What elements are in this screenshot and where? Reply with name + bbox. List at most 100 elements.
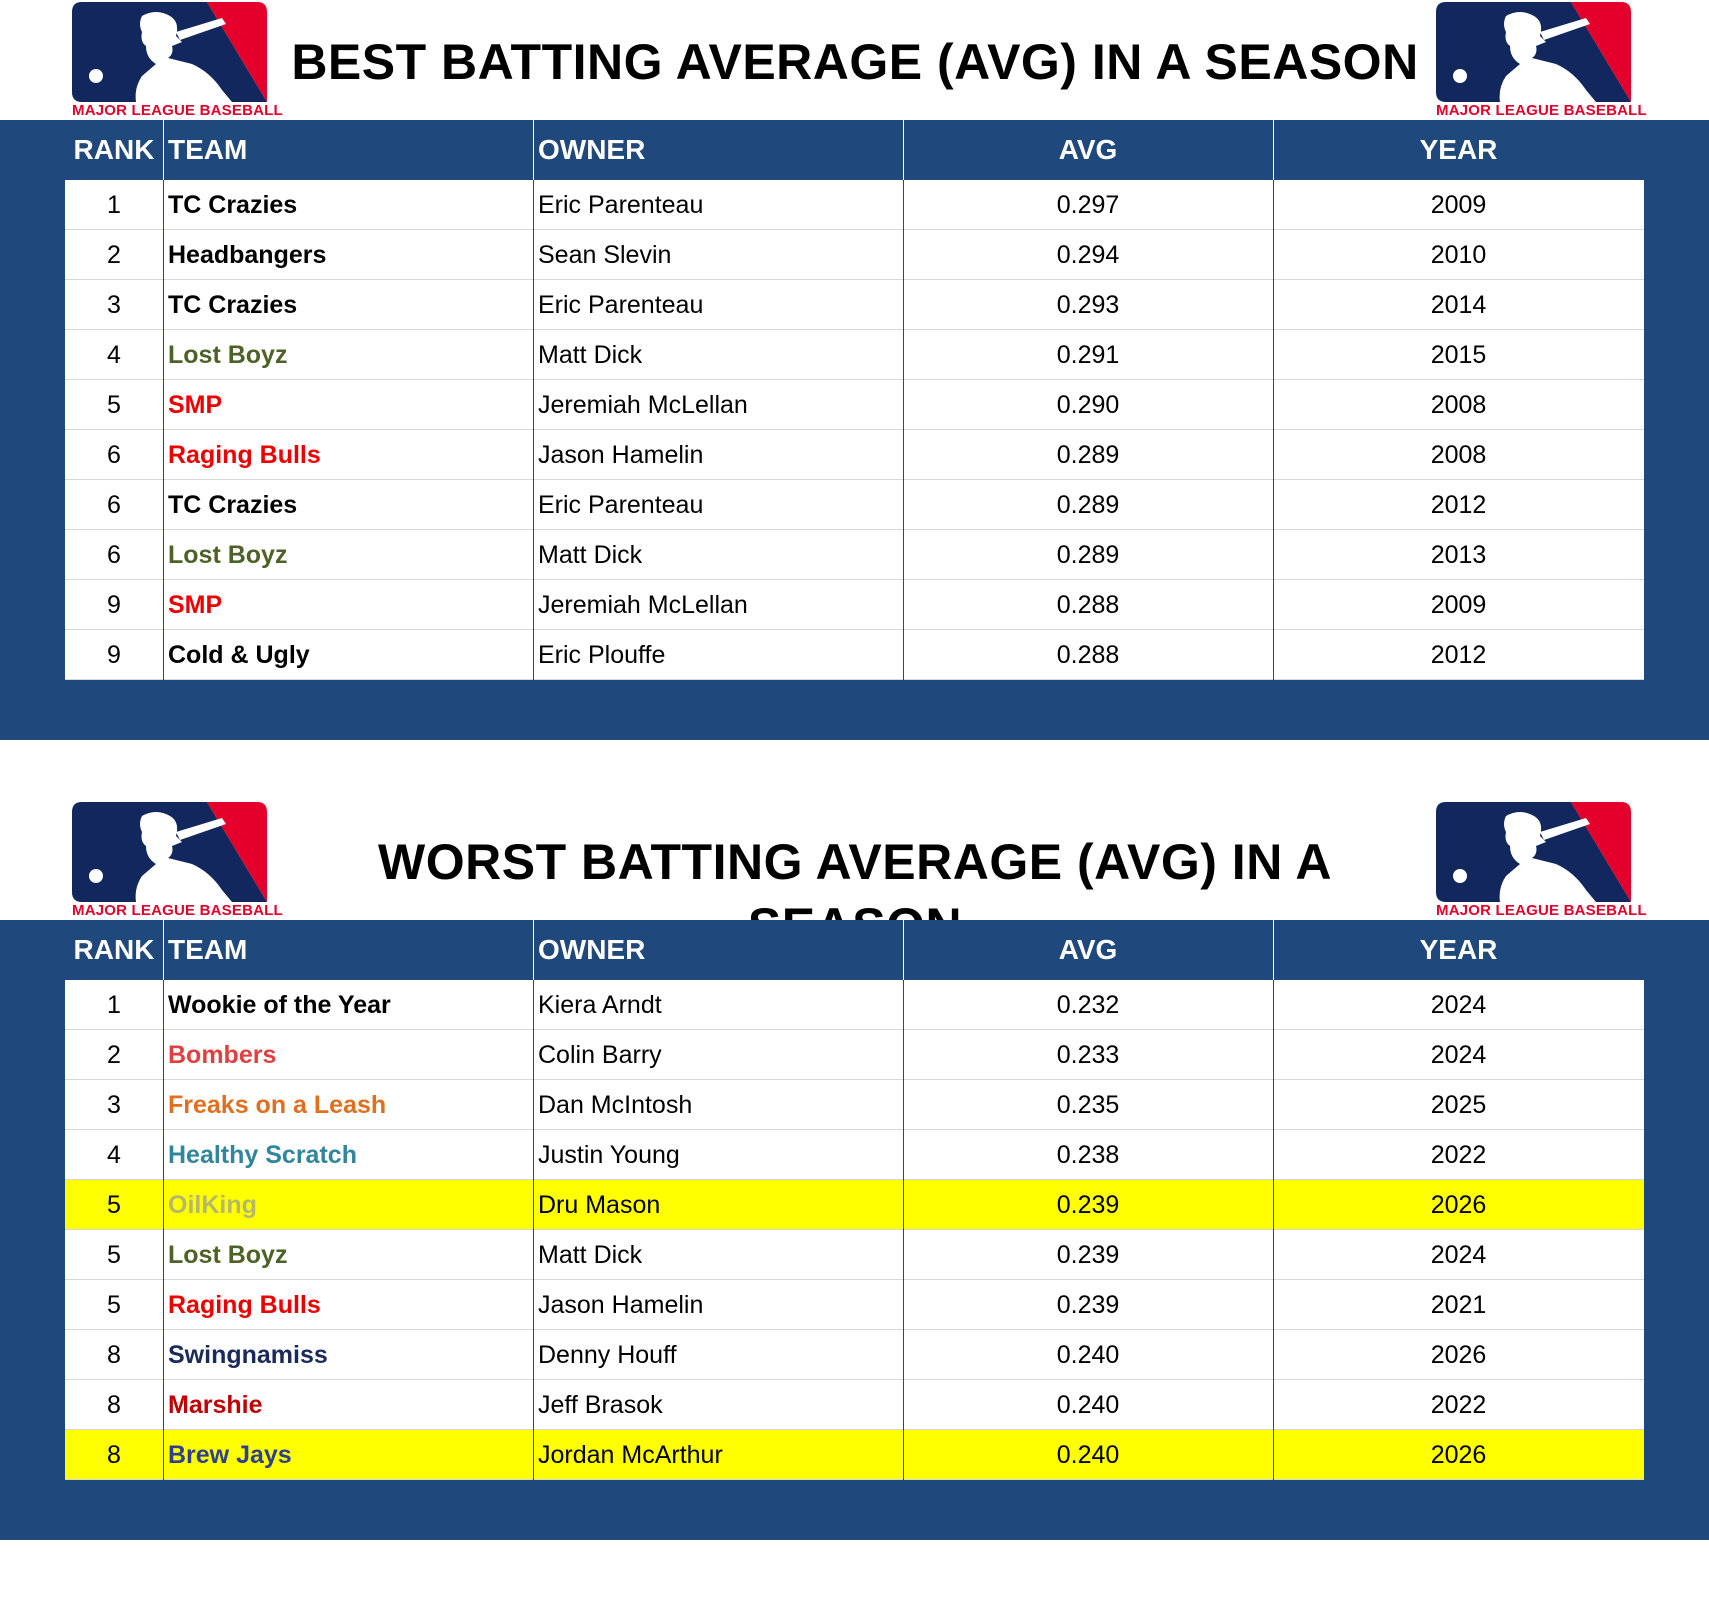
best-section: MAJOR LEAGUE BASEBALL BEST BATTING AVERA… bbox=[0, 0, 1709, 740]
column-header-rank: RANK bbox=[73, 134, 155, 165]
mlb-logo-icon bbox=[72, 802, 267, 902]
rank-cell: 2 bbox=[107, 241, 121, 269]
year-cell: 2014 bbox=[1430, 291, 1487, 319]
rank-cell: 2 bbox=[107, 1041, 121, 1069]
column-divider bbox=[533, 180, 534, 680]
year-cell: 2021 bbox=[1430, 1291, 1487, 1319]
rank-cell: 9 bbox=[107, 641, 121, 669]
mlb-logo-icon bbox=[72, 2, 267, 102]
avg-cell: 0.240 bbox=[1056, 1441, 1120, 1469]
rank-cell: 8 bbox=[107, 1441, 121, 1469]
rank-cell: 5 bbox=[107, 1241, 121, 1269]
table-row: 9 Cold & Ugly Eric Plouffe 0.288 2012 bbox=[65, 630, 1644, 680]
mlb-logo-left: MAJOR LEAGUE BASEBALL bbox=[72, 802, 283, 920]
table-row: 8 Swingnamiss Denny Houff 0.240 2026 bbox=[65, 1330, 1644, 1380]
mlb-logo-right: MAJOR LEAGUE BASEBALL bbox=[1436, 802, 1647, 920]
mlb-brand-text: MAJOR LEAGUE BASEBALL bbox=[72, 102, 283, 119]
team-cell: Lost Boyz bbox=[168, 541, 288, 569]
owner-cell: Jeremiah McLellan bbox=[538, 591, 748, 619]
column-divider bbox=[163, 180, 164, 680]
year-cell: 2024 bbox=[1430, 1041, 1487, 1069]
rank-cell: 8 bbox=[107, 1391, 121, 1419]
table-row: 2 Headbangers Sean Slevin 0.294 2010 bbox=[65, 230, 1644, 280]
team-cell: Lost Boyz bbox=[168, 1241, 288, 1269]
year-cell: 2024 bbox=[1430, 1241, 1487, 1269]
owner-cell: Eric Parenteau bbox=[538, 491, 704, 519]
column-divider bbox=[903, 980, 904, 1480]
table-header-row: RANK TEAM OWNER AVG YEAR bbox=[65, 120, 1644, 180]
column-divider bbox=[1273, 920, 1274, 980]
team-cell: Raging Bulls bbox=[168, 1291, 321, 1319]
column-header-owner: OWNER bbox=[538, 934, 646, 965]
year-cell: 2008 bbox=[1430, 441, 1487, 469]
owner-cell: Matt Dick bbox=[538, 541, 643, 569]
team-cell: Healthy Scratch bbox=[168, 1141, 357, 1169]
column-divider bbox=[163, 920, 164, 980]
best-header: MAJOR LEAGUE BASEBALL BEST BATTING AVERA… bbox=[0, 0, 1709, 120]
mlb-logo-left: MAJOR LEAGUE BASEBALL bbox=[72, 2, 283, 120]
owner-cell: Denny Houff bbox=[538, 1341, 677, 1369]
table-row: 3 Freaks on a Leash Dan McIntosh 0.235 2025 bbox=[65, 1080, 1644, 1130]
avg-cell: 0.240 bbox=[1056, 1341, 1120, 1369]
team-cell: TC Crazies bbox=[168, 491, 298, 519]
worst-table: RANK TEAM OWNER AVG YEAR 1 Wookie of the … bbox=[0, 920, 1709, 1540]
team-cell: Freaks on a Leash bbox=[168, 1091, 387, 1119]
avg-cell: 0.293 bbox=[1056, 291, 1120, 319]
mlb-logo-icon bbox=[1436, 2, 1631, 102]
page-title: BEST BATTING AVERAGE (AVG) IN A SEASON bbox=[291, 34, 1419, 90]
avg-cell: 0.289 bbox=[1056, 491, 1120, 519]
column-divider bbox=[903, 180, 904, 680]
avg-cell: 0.294 bbox=[1056, 241, 1120, 269]
avg-cell: 0.291 bbox=[1056, 341, 1120, 369]
table-row: 1 TC Crazies Eric Parenteau 0.297 2009 bbox=[65, 180, 1644, 230]
mlb-brand-text: MAJOR LEAGUE BASEBALL bbox=[1436, 102, 1647, 119]
table-row: 4 Lost Boyz Matt Dick 0.291 2015 bbox=[65, 330, 1644, 380]
table-row: 8 Brew Jays Jordan McArthur 0.240 2026 bbox=[65, 1430, 1644, 1480]
team-cell: TC Crazies bbox=[168, 291, 298, 319]
rank-cell: 6 bbox=[107, 491, 121, 519]
owner-cell: Eric Parenteau bbox=[538, 291, 704, 319]
worst-header: MAJOR LEAGUE BASEBALL WORST BATTING AVER… bbox=[0, 800, 1709, 954]
table-row: 6 Raging Bulls Jason Hamelin 0.289 2008 bbox=[65, 430, 1644, 480]
year-cell: 2026 bbox=[1430, 1441, 1487, 1469]
rank-cell: 5 bbox=[107, 1291, 121, 1319]
team-cell: Headbangers bbox=[168, 241, 327, 269]
year-cell: 2026 bbox=[1430, 1191, 1487, 1219]
year-cell: 2025 bbox=[1430, 1091, 1487, 1119]
avg-cell: 0.240 bbox=[1056, 1391, 1120, 1419]
owner-cell: Kiera Arndt bbox=[538, 991, 662, 1019]
team-cell: Raging Bulls bbox=[168, 441, 321, 469]
table-row: 9 SMP Jeremiah McLellan 0.288 2009 bbox=[65, 580, 1644, 630]
page-title: WORST BATTING AVERAGE (AVG) IN A SEASON bbox=[378, 834, 1332, 954]
year-cell: 2022 bbox=[1430, 1391, 1487, 1419]
owner-cell: Colin Barry bbox=[538, 1041, 662, 1069]
year-cell: 2022 bbox=[1430, 1141, 1487, 1169]
team-cell: Swingnamiss bbox=[168, 1341, 328, 1369]
team-cell: Cold & Ugly bbox=[168, 641, 310, 669]
team-cell: Marshie bbox=[168, 1391, 263, 1419]
table-row: 5 Raging Bulls Jason Hamelin 0.239 2021 bbox=[65, 1280, 1644, 1330]
year-cell: 2008 bbox=[1430, 391, 1487, 419]
owner-cell: Matt Dick bbox=[538, 341, 643, 369]
table-row: 8 Marshie Jeff Brasok 0.240 2022 bbox=[65, 1380, 1644, 1430]
rank-cell: 5 bbox=[107, 391, 121, 419]
column-header-team: TEAM bbox=[168, 134, 248, 165]
team-cell: Brew Jays bbox=[168, 1441, 292, 1469]
avg-cell: 0.290 bbox=[1056, 391, 1120, 419]
team-cell: SMP bbox=[168, 391, 223, 419]
avg-cell: 0.239 bbox=[1056, 1291, 1120, 1319]
column-divider bbox=[163, 120, 164, 180]
team-cell: Bombers bbox=[168, 1041, 277, 1069]
table-row: 3 TC Crazies Eric Parenteau 0.293 2014 bbox=[65, 280, 1644, 330]
worst-section: MAJOR LEAGUE BASEBALL WORST BATTING AVER… bbox=[0, 800, 1709, 1600]
column-header-team: TEAM bbox=[168, 934, 248, 965]
year-cell: 2012 bbox=[1430, 491, 1487, 519]
owner-cell: Dan McIntosh bbox=[538, 1091, 693, 1119]
avg-cell: 0.288 bbox=[1056, 641, 1120, 669]
column-header-owner: OWNER bbox=[538, 134, 646, 165]
rank-cell: 1 bbox=[107, 191, 121, 219]
mlb-brand-text: MAJOR LEAGUE BASEBALL bbox=[72, 902, 283, 919]
year-cell: 2012 bbox=[1430, 641, 1487, 669]
avg-cell: 0.297 bbox=[1056, 191, 1120, 219]
avg-cell: 0.238 bbox=[1056, 1141, 1120, 1169]
